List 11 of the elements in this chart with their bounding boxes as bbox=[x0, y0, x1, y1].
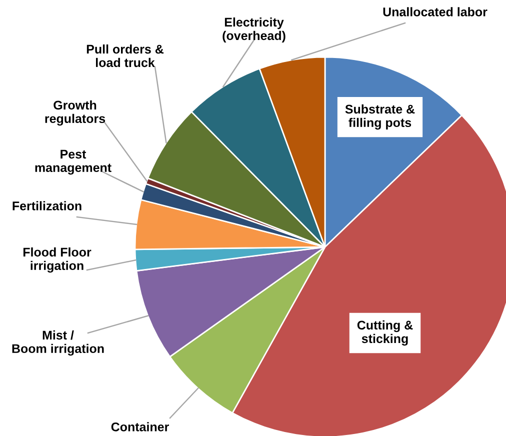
slice-label: Substrate & filling pots bbox=[345, 104, 415, 130]
slice-label: Growth regulators bbox=[45, 100, 106, 126]
slice-label: Pest management bbox=[35, 150, 112, 175]
slice-label: Unallocated labor bbox=[383, 7, 488, 16]
slice-label: Flood Floor irrigation bbox=[23, 247, 92, 273]
slice-label: Container bbox=[111, 422, 169, 432]
slice-label: Cutting & sticking bbox=[357, 320, 413, 346]
slice-label: Mist / Boom irrigation bbox=[12, 330, 104, 356]
slice-label: Electricity (overhead) bbox=[222, 17, 286, 43]
slice-label: Fertilization bbox=[12, 201, 82, 210]
slice-label: Pull orders & load truck bbox=[86, 44, 164, 68]
